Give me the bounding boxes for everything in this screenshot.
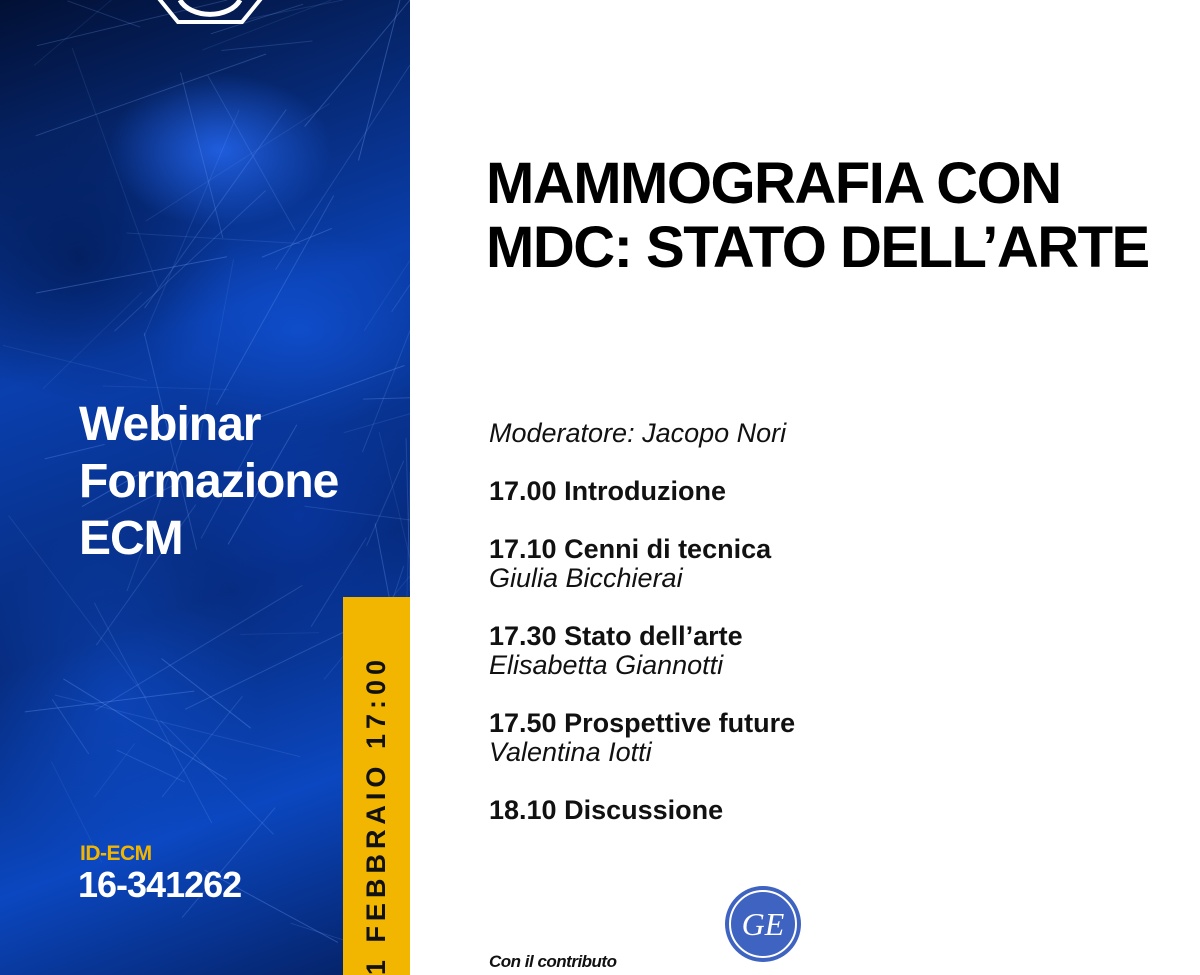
id-ecm-label: ID-ECM (80, 842, 152, 865)
fiber-texture (71, 47, 159, 288)
fiber-texture (202, 0, 332, 51)
program-item: 17.50 Prospettive future (489, 708, 796, 738)
program-item: 17.30 Stato dell’arte (489, 621, 743, 651)
fiber-texture (67, 0, 141, 28)
fiber-texture (246, 365, 405, 423)
program-speaker: Elisabetta Giannotti (489, 650, 724, 680)
headline-line: Formazione (79, 455, 339, 508)
program-item: 17.10 Cenni di tecnica (489, 534, 772, 564)
id-ecm-value: 16-341262 (78, 864, 242, 905)
fiber-texture (126, 415, 192, 592)
fiber-texture (36, 0, 228, 47)
fiber-texture (363, 397, 410, 400)
fiber-texture (181, 807, 276, 918)
fiber-texture (143, 109, 240, 337)
fiber-texture (378, 431, 410, 559)
fiber-texture (204, 869, 339, 943)
page-title: MAMMOGRAFIA CON MDC: STATO DELL’ARTE (486, 151, 1150, 280)
fiber-texture (366, 460, 405, 546)
fiber-texture (161, 658, 252, 729)
fiber-texture (116, 749, 186, 783)
fiber-texture (145, 103, 330, 222)
fiber-texture (358, 0, 401, 161)
fiber-texture (227, 424, 298, 545)
fiber-texture (180, 72, 224, 239)
fiber-texture (144, 109, 287, 309)
title-line: MDC: STATO DELL’ARTE (486, 215, 1150, 280)
program-speaker: Giulia Bicchierai (489, 563, 683, 593)
fiber-texture (95, 504, 197, 646)
date-banner: 1 FEBBRAIO 17:00 (343, 597, 410, 975)
fiber-texture (199, 259, 234, 441)
fiber-texture (310, 537, 367, 627)
program-item: 18.10 Discussione (489, 795, 724, 825)
fiber-texture (63, 678, 228, 780)
fiber-texture (24, 690, 195, 713)
fiber-texture (405, 437, 410, 592)
headline-line: Webinar (79, 398, 261, 451)
fiber-texture (216, 195, 335, 405)
fiber-texture (51, 699, 90, 755)
fiber-texture (160, 720, 274, 835)
moderator: Moderatore: Jacopo Nori (489, 418, 787, 448)
fiber-texture (304, 0, 410, 127)
fiber-texture (221, 40, 313, 51)
fiber-texture (161, 695, 243, 798)
fiber-texture (240, 632, 320, 635)
fiber-texture (93, 743, 136, 798)
svg-text:GE: GE (742, 906, 785, 942)
webinar-headline: Webinar Formazione ECM (79, 396, 339, 567)
fiber-texture (8, 515, 147, 699)
ge-logo: GE (725, 886, 801, 962)
fiber-texture (44, 443, 105, 460)
left-panel: Webinar Formazione ECM ID-ECM 16-341262 … (0, 0, 410, 975)
headline-line: ECM (79, 512, 184, 565)
fiber-texture (33, 0, 112, 66)
fiber-texture (261, 227, 332, 258)
title-line: MAMMOGRAFIA CON (486, 151, 1062, 216)
fiber-texture (143, 332, 198, 550)
fiber-texture (126, 232, 301, 245)
fiber-texture (81, 474, 139, 508)
fiber-texture (210, 3, 304, 35)
fiber-texture (200, 442, 254, 539)
fiber-texture (95, 585, 303, 711)
fiber-texture (2, 344, 148, 382)
fiber-texture (95, 483, 177, 526)
event-date: 1 FEBBRAIO 17:00 (361, 654, 391, 975)
hexagon-logo (157, 0, 263, 24)
fiber-texture (35, 53, 267, 137)
sponsor-label: Con il contributo (489, 952, 617, 971)
fiber-texture (391, 284, 410, 313)
fiber-texture (36, 256, 227, 294)
fiber-texture (207, 75, 296, 231)
fiber-texture (93, 602, 213, 824)
fiber-texture (362, 330, 410, 453)
fiber-texture (114, 190, 266, 332)
fiber-texture (102, 385, 229, 390)
fiber-texture (304, 505, 410, 521)
fiber-texture (363, 260, 410, 331)
fiber-texture (42, 291, 143, 390)
fiber-texture (343, 413, 410, 434)
fiber-texture (50, 761, 103, 863)
fiber-texture (54, 694, 301, 758)
program-item: 17.00 Introduzione (489, 476, 727, 506)
fiber-texture (275, 64, 410, 270)
program-speaker: Valentina Iotti (489, 737, 652, 767)
